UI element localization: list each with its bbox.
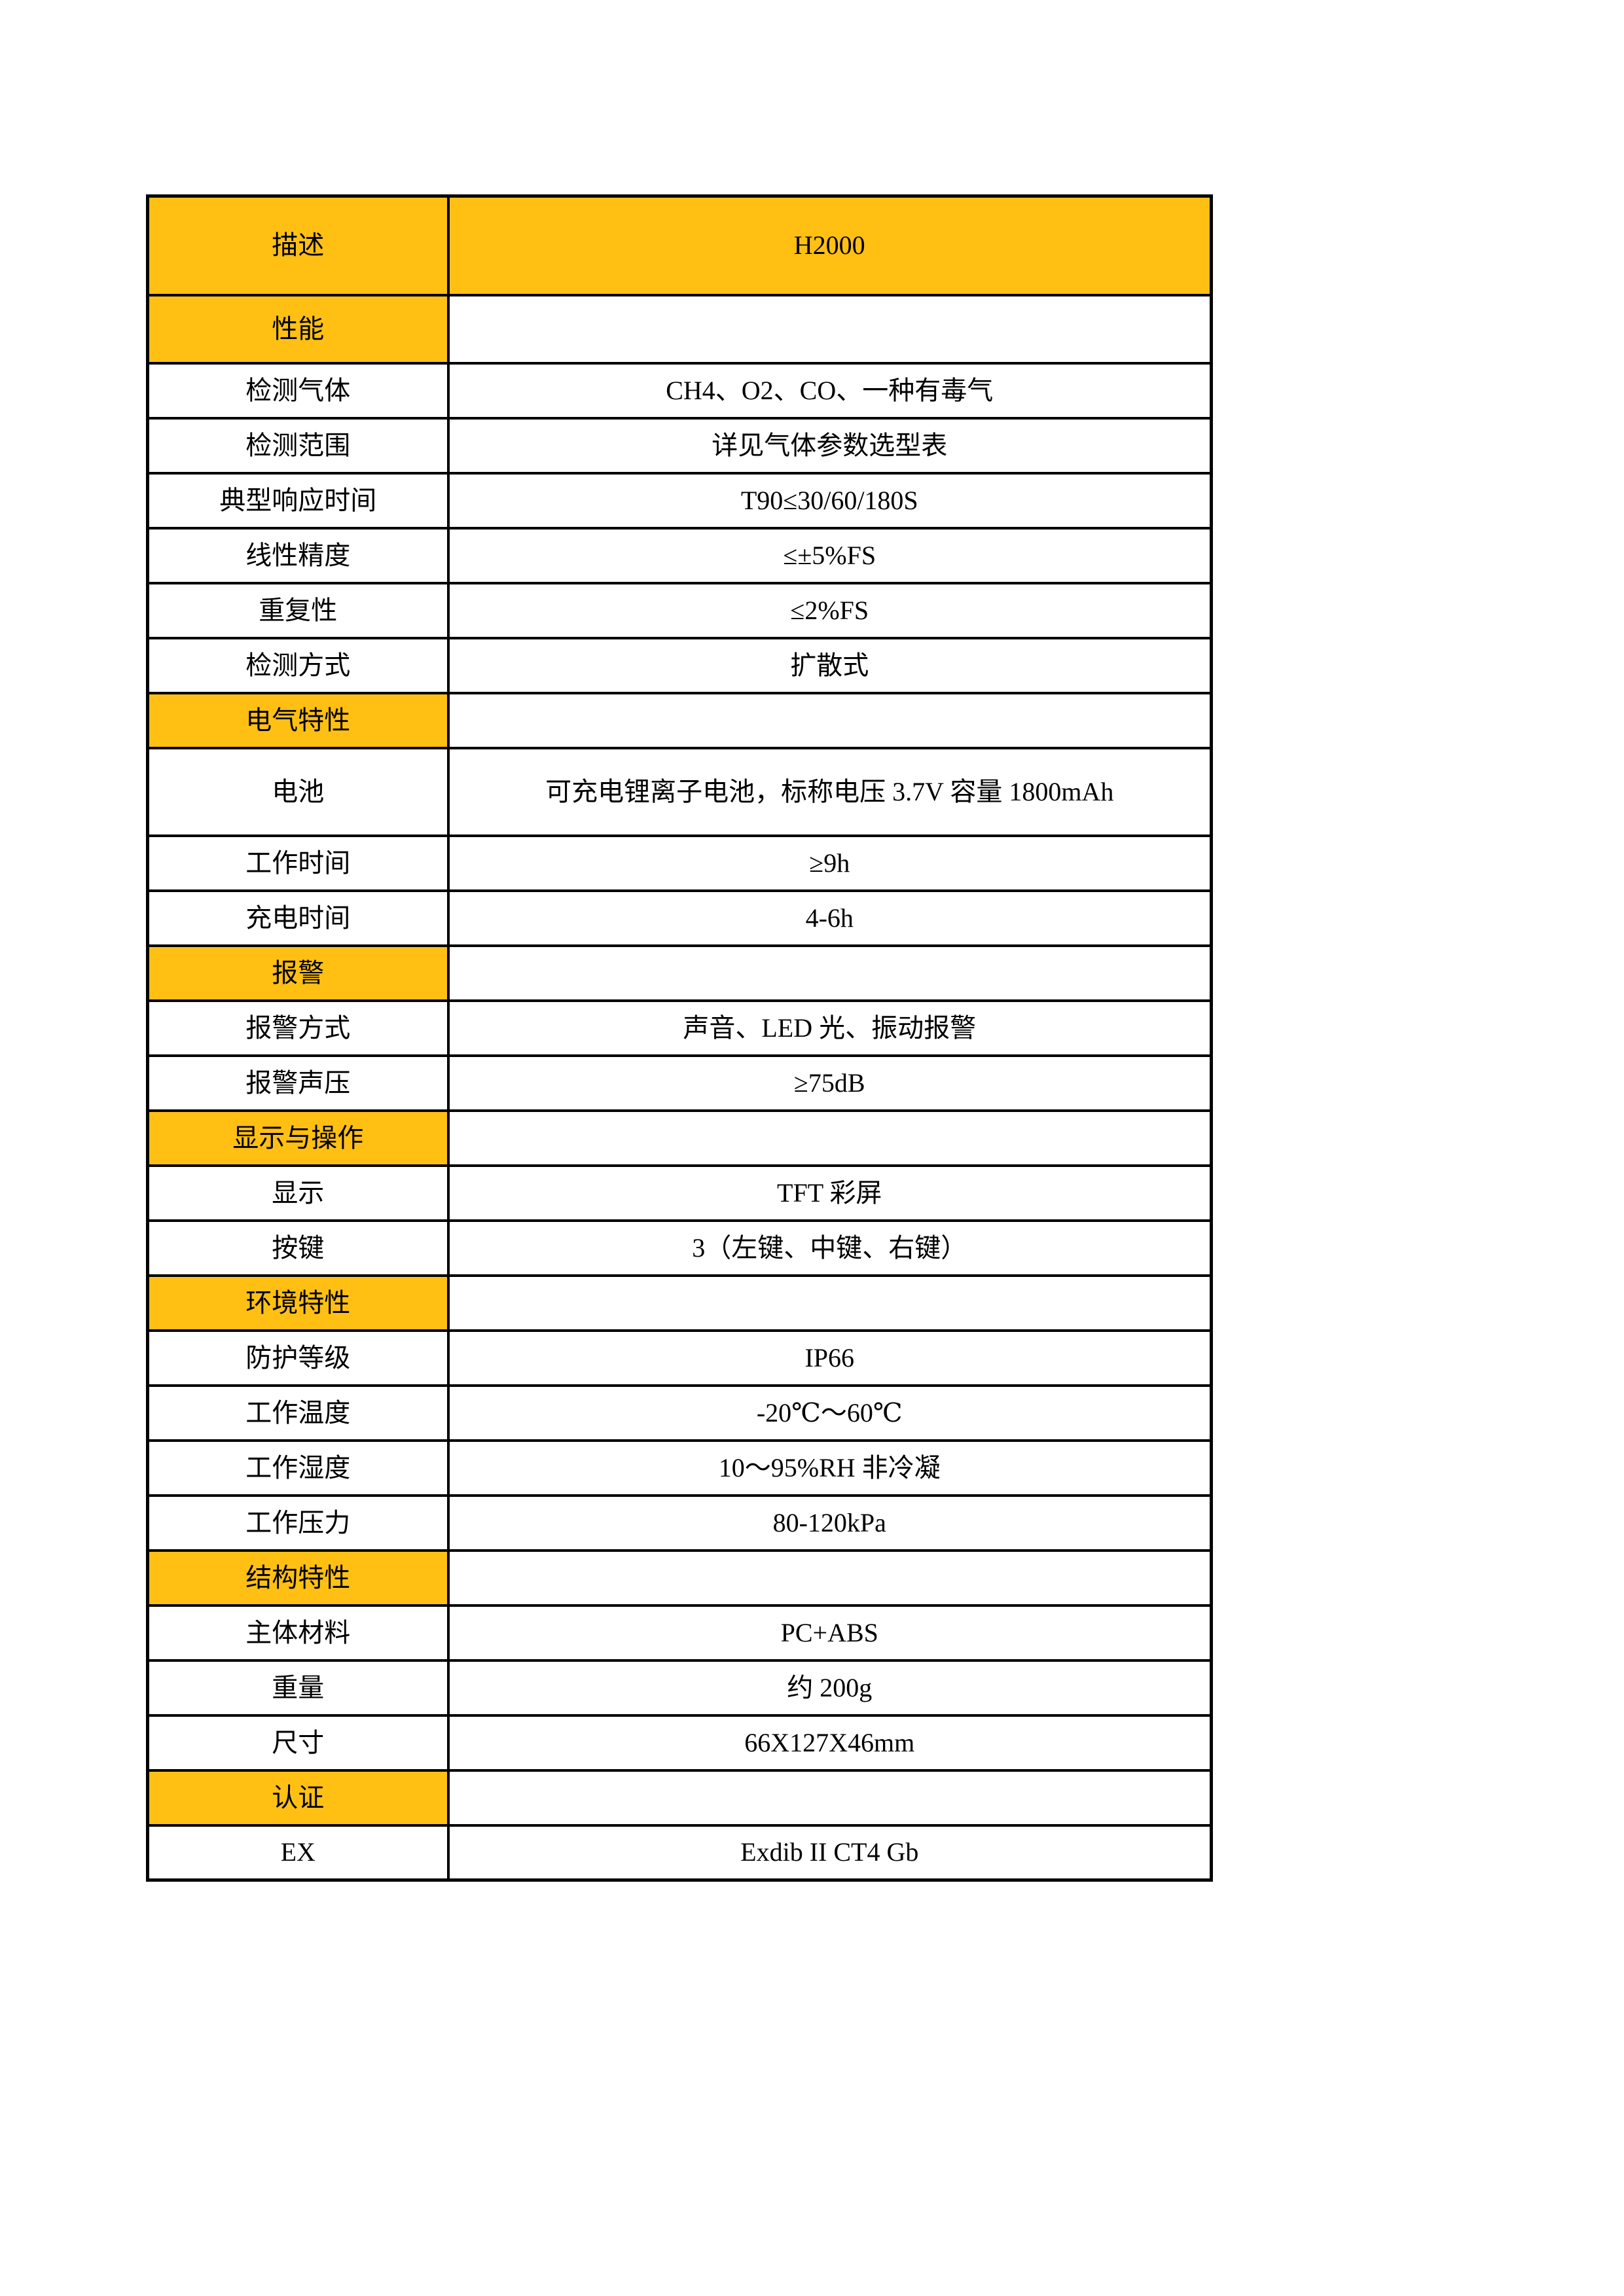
spec-value-cell: 约 200g — [446, 1659, 1213, 1717]
spec-value-cell: 可充电锂离子电池，标称电压 3.7V 容量 1800mAh — [446, 746, 1213, 837]
spec-label-cell: 充电时间 — [146, 889, 450, 947]
spec-row: 检测范围 详见气体参数选型表 — [146, 416, 1213, 475]
spec-label-cell: 按键 — [146, 1219, 450, 1277]
section-label-cell: 报警 — [146, 944, 450, 1002]
spec-label-cell: 工作压力 — [146, 1494, 450, 1552]
header-value-cell: H2000 — [446, 194, 1213, 296]
section-label-cell: 认证 — [146, 1768, 450, 1827]
section-row: 环境特性 — [146, 1274, 1213, 1332]
section-empty-cell — [446, 691, 1213, 749]
section-row: 报警 — [146, 944, 1213, 1002]
spec-row: 重复性 ≤2%FS — [146, 581, 1213, 639]
spec-value-cell: PC+ABS — [446, 1604, 1213, 1662]
spec-value-cell: 10～95%RH 非冷凝 — [446, 1439, 1213, 1497]
spec-label-cell: 检测气体 — [146, 361, 450, 420]
spec-table: 描述 H2000 性能 检测气体 CH4、O2、CO、一种有毒气 检测范围 详见气体参数… — [146, 194, 1213, 1882]
spec-label-cell: 检测范围 — [146, 416, 450, 475]
spec-label-cell: 报警方式 — [146, 999, 450, 1057]
spec-value-cell: -20℃～60℃ — [446, 1384, 1213, 1442]
spec-label-cell: 报警声压 — [146, 1054, 450, 1112]
spec-label-cell: EX — [146, 1823, 450, 1882]
section-label-cell: 结构特性 — [146, 1549, 450, 1607]
spec-label-cell: 检测方式 — [146, 636, 450, 694]
spec-row: 报警声压 ≥75dB — [146, 1054, 1213, 1112]
spec-label-cell: 重量 — [146, 1659, 450, 1717]
section-row: 电气特性 — [146, 691, 1213, 749]
table-header-row: 描述 H2000 — [146, 194, 1213, 296]
spec-row: 工作温度 -20℃～60℃ — [146, 1384, 1213, 1442]
spec-value-cell: ≤2%FS — [446, 581, 1213, 639]
spec-value-cell: 扩散式 — [446, 636, 1213, 694]
spec-value-cell: 3（左键、中键、右键） — [446, 1219, 1213, 1277]
spec-label-cell: 尺寸 — [146, 1713, 450, 1772]
spec-value-cell: ≥75dB — [446, 1054, 1213, 1112]
spec-value-cell: Exdib II CT4 Gb — [446, 1823, 1213, 1882]
spec-label-cell: 电池 — [146, 746, 450, 837]
spec-row: 典型响应时间 T90≤30/60/180S — [146, 471, 1213, 529]
section-label-cell: 电气特性 — [146, 691, 450, 749]
spec-value-cell: TFT 彩屏 — [446, 1164, 1213, 1222]
spec-label-cell: 主体材料 — [146, 1604, 450, 1662]
spec-value-cell: ≥9h — [446, 834, 1213, 892]
spec-label-cell: 线性精度 — [146, 526, 450, 584]
spec-value-cell: 声音、LED 光、振动报警 — [446, 999, 1213, 1057]
spec-row: 检测方式 扩散式 — [146, 636, 1213, 694]
spec-row: 工作湿度 10～95%RH 非冷凝 — [146, 1439, 1213, 1497]
section-row: 认证 — [146, 1768, 1213, 1827]
section-empty-cell — [446, 1274, 1213, 1332]
spec-label-cell: 显示 — [146, 1164, 450, 1222]
spec-row: 主体材料 PC+ABS — [146, 1604, 1213, 1662]
spec-label-cell: 防护等级 — [146, 1329, 450, 1387]
spec-value-cell: ≤±5%FS — [446, 526, 1213, 584]
section-empty-cell — [446, 1109, 1213, 1167]
spec-row: 线性精度 ≤±5%FS — [146, 526, 1213, 584]
spec-row: 充电时间 4-6h — [146, 889, 1213, 947]
spec-label-cell: 典型响应时间 — [146, 471, 450, 529]
section-label-cell: 性能 — [146, 293, 450, 365]
section-row: 性能 — [146, 293, 1213, 365]
section-empty-cell — [446, 293, 1213, 365]
section-row: 显示与操作 — [146, 1109, 1213, 1167]
spec-row: 工作时间 ≥9h — [146, 834, 1213, 892]
section-empty-cell — [446, 944, 1213, 1002]
spec-row: 重量约 200g — [146, 1659, 1213, 1717]
spec-label-cell: 重复性 — [146, 581, 450, 639]
section-empty-cell — [446, 1768, 1213, 1827]
spec-value-cell: CH4、O2、CO、一种有毒气 — [446, 361, 1213, 420]
spec-row: 报警方式 声音、LED 光、振动报警 — [146, 999, 1213, 1057]
spec-value-cell: IP66 — [446, 1329, 1213, 1387]
spec-label-cell: 工作时间 — [146, 834, 450, 892]
spec-value-cell: 80-120kPa — [446, 1494, 1213, 1552]
section-label-cell: 环境特性 — [146, 1274, 450, 1332]
spec-row: 工作压力 80-120kPa — [146, 1494, 1213, 1552]
spec-label-cell: 工作湿度 — [146, 1439, 450, 1497]
spec-row: 按键 3（左键、中键、右键） — [146, 1219, 1213, 1277]
section-row: 结构特性 — [146, 1549, 1213, 1607]
spec-value-cell: 66X127X46mm — [446, 1713, 1213, 1772]
spec-label-cell: 工作温度 — [146, 1384, 450, 1442]
spec-value-cell: 4-6h — [446, 889, 1213, 947]
spec-value-cell: T90≤30/60/180S — [446, 471, 1213, 529]
spec-row: 防护等级 IP66 — [146, 1329, 1213, 1387]
section-label-cell: 显示与操作 — [146, 1109, 450, 1167]
spec-row: EX Exdib II CT4 Gb — [146, 1823, 1213, 1882]
spec-row: 检测气体 CH4、O2、CO、一种有毒气 — [146, 361, 1213, 420]
spec-value-cell: 详见气体参数选型表 — [446, 416, 1213, 475]
spec-table-body: 性能 检测气体 CH4、O2、CO、一种有毒气 检测范围 详见气体参数选型表 典型响应时间… — [146, 293, 1213, 1882]
spec-row: 尺寸 66X127X46mm — [146, 1713, 1213, 1772]
header-label-cell: 描述 — [146, 194, 450, 296]
spec-row: 显示 TFT 彩屏 — [146, 1164, 1213, 1222]
section-empty-cell — [446, 1549, 1213, 1607]
spec-row: 电池 可充电锂离子电池，标称电压 3.7V 容量 1800mAh — [146, 746, 1213, 837]
